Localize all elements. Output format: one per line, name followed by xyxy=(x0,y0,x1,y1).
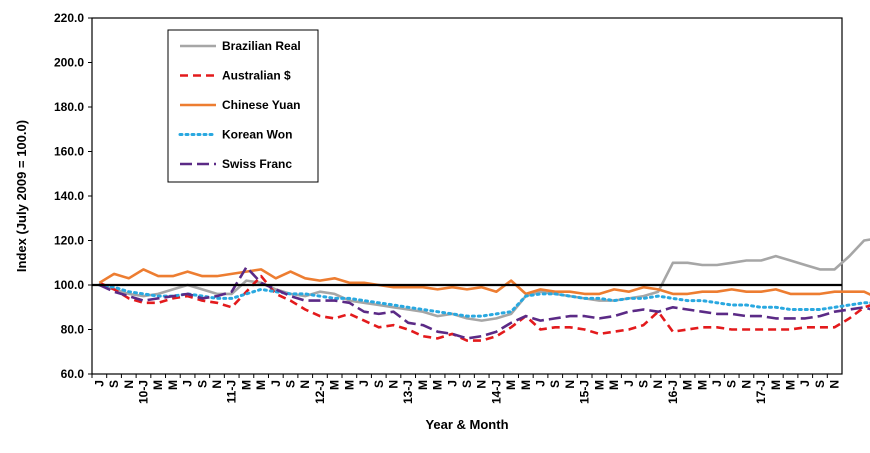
x-tick-label: J xyxy=(622,380,636,387)
x-tick-label: 12-J xyxy=(313,380,327,404)
y-axis-ticks: 60.0 80.0 100.0 120.0 140.0 160.0 180.0 200.0 22… xyxy=(54,11,92,381)
legend-label: Australian $ xyxy=(222,69,291,83)
x-tick-label: M xyxy=(416,380,430,390)
x-tick-label: J xyxy=(445,380,459,387)
x-tick-label: J xyxy=(534,380,548,387)
x-tick-label: M xyxy=(592,380,606,390)
x-tick-label: M xyxy=(151,380,165,390)
x-tick-label: N xyxy=(210,380,224,389)
x-tick-label: 14-J xyxy=(489,380,503,404)
y-tick-label: 200.0 xyxy=(54,56,84,70)
x-tick-label: 15-J xyxy=(578,380,592,404)
x-tick-label: 13-J xyxy=(401,380,415,404)
x-tick-label: N xyxy=(298,380,312,389)
y-tick-label: 120.0 xyxy=(54,234,84,248)
x-tick-label: M xyxy=(342,380,356,390)
x-tick-label: 11-J xyxy=(225,380,239,403)
legend-label: Chinese Yuan xyxy=(222,98,300,112)
x-tick-label: N xyxy=(739,380,753,389)
x-tick-label: M xyxy=(166,380,180,390)
series-line-swiss-franc xyxy=(98,265,870,340)
x-tick-label: M xyxy=(681,380,695,390)
y-tick-label: 160.0 xyxy=(54,145,84,159)
x-tick-label: N xyxy=(563,380,577,389)
x-tick-label: M xyxy=(328,380,342,390)
x-tick-label: S xyxy=(107,380,121,388)
series-line-korean-won xyxy=(97,283,870,318)
x-tick-label: S xyxy=(195,380,209,388)
x-tick-label: S xyxy=(372,380,386,388)
x-tick-label: J xyxy=(92,380,106,387)
x-tick-label: S xyxy=(813,380,827,388)
x-axis-title: Year & Month xyxy=(425,417,508,432)
x-tick-label: 16-J xyxy=(666,380,680,404)
x-tick-label: M xyxy=(254,380,268,390)
x-tick-label: J xyxy=(798,380,812,387)
x-tick-label: J xyxy=(181,380,195,387)
x-tick-label: M xyxy=(431,380,445,390)
x-tick-label: M xyxy=(769,380,783,390)
x-tick-label: N xyxy=(386,380,400,389)
series-line-chinese-yuan xyxy=(98,268,870,296)
x-tick-label: N xyxy=(475,380,489,389)
y-axis-title: Index (July 2009 = 100.0) xyxy=(14,120,29,272)
y-tick-label: 80.0 xyxy=(61,323,85,337)
legend: Brazilian Real Australian $ Chinese Yuan Ko… xyxy=(167,29,319,183)
x-tick-label: J xyxy=(269,380,283,387)
x-tick-label: 10-J xyxy=(136,380,150,404)
x-tick-label: S xyxy=(636,380,650,388)
series-layer xyxy=(97,238,870,342)
x-tick-label: M xyxy=(607,380,621,390)
y-tick-label: 60.0 xyxy=(61,367,85,381)
x-axis-ticks: J S N 10-J M M J S N 11-J M M J S N 12-J M M J S N 13-J M M J S N 1… xyxy=(91,374,842,404)
legend-label: Korean Won xyxy=(222,128,292,142)
x-tick-label: M xyxy=(519,380,533,390)
x-tick-label: S xyxy=(460,380,474,388)
y-tick-label: 220.0 xyxy=(54,11,84,25)
x-tick-label: 17-J xyxy=(754,380,768,404)
x-tick-label: M xyxy=(504,380,518,390)
x-tick-label: M xyxy=(239,380,253,390)
x-tick-label: M xyxy=(784,380,798,390)
x-tick-label: S xyxy=(548,380,562,388)
y-tick-label: 140.0 xyxy=(54,189,84,203)
x-tick-label: J xyxy=(710,380,724,387)
y-tick-label: 180.0 xyxy=(54,100,84,114)
x-tick-label: N xyxy=(651,380,665,389)
x-tick-label: N xyxy=(828,380,842,389)
x-tick-label: N xyxy=(122,380,136,389)
y-tick-label: 100.0 xyxy=(54,278,84,292)
x-tick-label: S xyxy=(284,380,298,388)
x-tick-label: J xyxy=(357,380,371,387)
legend-label: Swiss Franc xyxy=(222,157,292,171)
x-tick-label: S xyxy=(725,380,739,388)
x-tick-label: M xyxy=(695,380,709,390)
legend-label: Brazilian Real xyxy=(222,39,301,53)
